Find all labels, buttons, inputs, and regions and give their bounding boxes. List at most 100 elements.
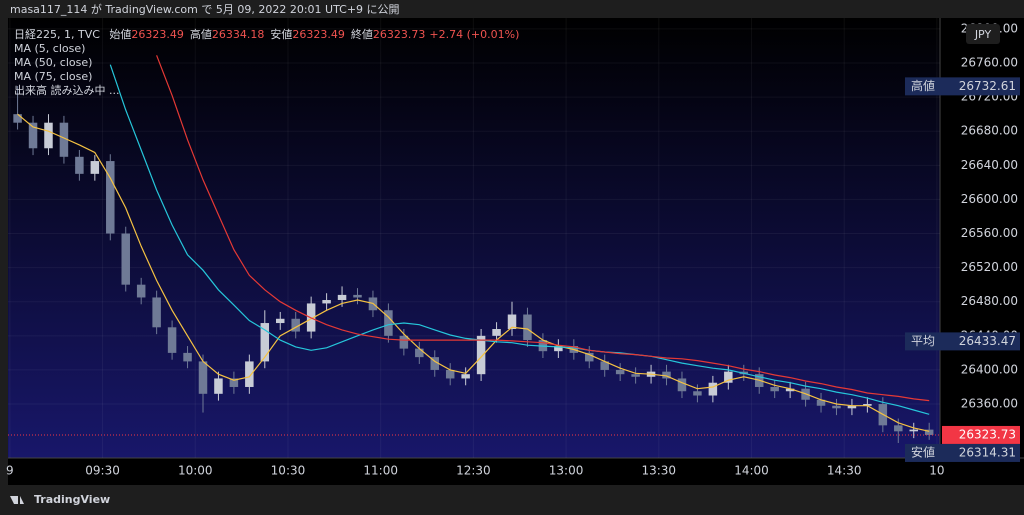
symbol: 日経225, 1, TVC [14, 28, 100, 41]
candle-body [554, 346, 563, 352]
legend-ohlc-label: 始値 [109, 27, 131, 41]
legend-ohlc-value: 26323.73 [373, 28, 426, 41]
y-tick-label: 26480.00 [961, 294, 1018, 308]
candle-body [693, 391, 702, 396]
x-tick-label: 09:30 [85, 464, 120, 478]
candle-body [229, 378, 239, 387]
y-tick-label: 26400.00 [961, 362, 1018, 376]
price-label-box [905, 443, 1020, 462]
candle-body [662, 371, 671, 379]
candle-body [183, 352, 192, 362]
candle-body [399, 335, 409, 349]
currency: JPY [974, 28, 992, 41]
candle-body [337, 294, 347, 301]
candle-body [136, 284, 146, 298]
candle-body [260, 323, 270, 362]
y-tick-label: 26560.00 [961, 226, 1018, 240]
brand-logo [10, 496, 24, 504]
candle-body [507, 314, 517, 330]
price-label-name: 高値 [911, 78, 935, 93]
candle-body [291, 318, 300, 332]
y-tick-label: 26640.00 [961, 158, 1018, 172]
candle-body [245, 361, 254, 387]
price-label-box [905, 77, 1020, 96]
candle-body [863, 404, 872, 406]
candle-body [59, 122, 69, 157]
candle-body [724, 371, 733, 383]
y-tick-label: 26360.00 [961, 397, 1018, 411]
candle-body [708, 382, 718, 396]
y-tick-label: 26520.00 [961, 260, 1018, 274]
plot-area [8, 18, 940, 458]
legend-ohlc-label: 安値 [270, 27, 292, 41]
price-label-name: 平均 [911, 334, 935, 348]
y-tick-label: 26600.00 [961, 192, 1018, 206]
candle-body [615, 369, 625, 375]
candle-body [677, 378, 687, 392]
candle-body [430, 357, 440, 370]
candle-body [75, 156, 84, 174]
price-label-value: 26433.47 [959, 334, 1016, 348]
volume-status: 出来高 読み込み中 ... [14, 83, 119, 97]
legend-ohlc-value: 26323.49 [131, 28, 184, 41]
candle-body [13, 114, 22, 123]
candle-body [492, 329, 501, 336]
candle-body [106, 161, 115, 234]
ma-line [17, 113, 930, 432]
candle-body [167, 327, 177, 353]
x-tick-label: 13:00 [549, 464, 584, 478]
candle-body [198, 361, 208, 394]
x-tick-label: 11:00 [363, 464, 398, 478]
legend-series: MA (5, close) [14, 42, 85, 55]
candle-body [894, 425, 903, 432]
y-tick-label: 26760.00 [961, 56, 1018, 70]
legend-ohlc: 日経225, 1, TVC 始値26323.49 高値26334.18 安値2632… [14, 27, 519, 41]
candle-body [384, 310, 393, 336]
x-tick-label: 14:00 [734, 464, 769, 478]
candle-body [121, 233, 130, 285]
candle-body [445, 369, 455, 379]
legend-series: MA (50, close) [14, 56, 92, 69]
legend-ohlc-label: 終値 [351, 27, 373, 41]
last-price: 26323.73 [959, 427, 1016, 441]
x-tick-label: 13:30 [641, 464, 676, 478]
ma-line [156, 55, 930, 402]
candle-body [909, 429, 918, 432]
candle-body [90, 161, 100, 174]
candle-body [322, 300, 331, 304]
candle-body [600, 361, 609, 370]
last-price-badge [942, 425, 1020, 444]
candle-body [785, 388, 795, 392]
candle-body [353, 294, 362, 298]
legend-change: +2.74 (+0.01%) [429, 28, 519, 41]
legend-ohlc-value: 26334.18 [212, 28, 265, 41]
candle-body [275, 318, 285, 324]
x-tick-label: 10 [929, 464, 944, 478]
price-label-value: 26314.31 [959, 445, 1016, 459]
x-tick-label: 9 [6, 464, 14, 478]
candle-body [476, 335, 486, 375]
candle-body [28, 122, 38, 149]
candle-body [832, 405, 841, 409]
candle-body [44, 122, 53, 149]
legend-ohlc-label: 高値 [190, 27, 212, 41]
x-tick-label: 12:30 [456, 464, 491, 478]
candle-body [924, 429, 934, 435]
candle-body [770, 386, 779, 392]
legend-ohlc-value: 26323.49 [292, 28, 345, 41]
candle-body [631, 374, 640, 377]
candle-body [461, 374, 470, 379]
price-label-box [905, 332, 1020, 351]
legend-series: MA (75, close) [14, 70, 92, 83]
x-tick-label: 10:30 [271, 464, 306, 478]
publish-info: masa117_114 が TradingView.com で 5月 09, 2… [10, 2, 400, 16]
candle-body [152, 297, 161, 328]
ma-line [109, 64, 930, 415]
candle-body [585, 352, 594, 362]
candle-body [816, 399, 826, 406]
price-label-value: 26732.61 [959, 79, 1016, 93]
x-tick-label: 14:30 [827, 464, 862, 478]
y-tick-label: 26680.00 [961, 124, 1018, 138]
candle-body [214, 378, 223, 394]
